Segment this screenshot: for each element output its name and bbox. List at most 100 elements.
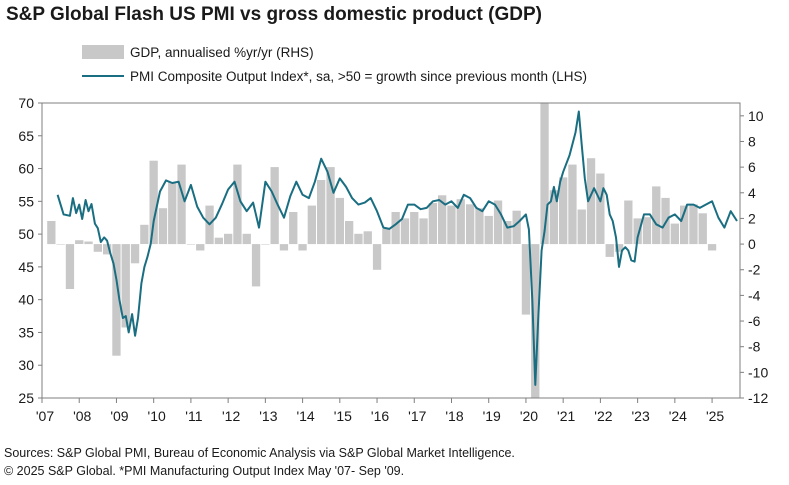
x-axis-tick-label: '19 [483, 408, 501, 424]
gdp-bar [596, 173, 605, 244]
chart-plot: 25 30 35 40 45 50 55 60 65 70 -12 -10 -8 -6 -4 -2 0 2 4 6 8 1… [18, 95, 768, 424]
left-axis-tick-label: 30 [18, 357, 34, 373]
right-axis-tick-label: -12 [748, 390, 768, 406]
right-axis-tick-label: 10 [748, 108, 764, 124]
gdp-bar [47, 221, 56, 245]
x-axis-tick-label: '20 [520, 408, 538, 424]
plot-frame [41, 102, 741, 399]
gdp-bar [168, 182, 177, 245]
gdp-bar [642, 217, 652, 245]
gdp-bar [84, 241, 93, 245]
x-axis-tick-label: '24 [669, 408, 687, 424]
gdp-bar [559, 177, 568, 245]
gdp-bar [307, 205, 316, 245]
right-axis-tick-label: 6 [748, 159, 756, 175]
gdp-bar [698, 213, 707, 245]
gdp-bar [289, 212, 298, 245]
x-axis-tick-label: '12 [222, 408, 240, 424]
x-axis-tick-label: '14 [296, 408, 314, 424]
gdp-bar [345, 221, 354, 245]
gdp-bar [56, 244, 65, 245]
gdp-bar [410, 212, 419, 245]
chart-title: S&P Global Flash US PMI vs gross domesti… [6, 4, 542, 25]
gdp-bar [633, 218, 642, 245]
gdp-bar [549, 190, 558, 245]
gdp-bar [586, 158, 596, 245]
legend-swatch-pmi [82, 75, 124, 77]
left-axis-tick-label: 40 [18, 292, 34, 308]
gdp-bar [186, 244, 196, 245]
x-axis-tick-label: '21 [557, 408, 575, 424]
gdp-bar [670, 223, 679, 245]
x-axis-tick-label: '16 [371, 408, 389, 424]
gdp-bar [242, 233, 251, 245]
legend-label-gdp: GDP, annualised %yr/yr (RHS) [130, 44, 314, 60]
gdp-bar [158, 208, 168, 245]
gdp-bar [568, 164, 577, 245]
gdp-bar [400, 218, 410, 245]
pmi-line [56, 110, 738, 386]
gdp-bar [121, 244, 130, 328]
gdp-bar [233, 164, 242, 245]
chart-legend: GDP, annualised %yr/yr (RHS) PMI Composi… [82, 40, 587, 88]
gdp-bar [391, 212, 400, 245]
legend-label-pmi: PMI Composite Output Index*, sa, >50 = g… [130, 68, 587, 84]
right-axis-tick-label: -10 [748, 364, 768, 380]
legend-item-gdp: GDP, annualised %yr/yr (RHS) [82, 40, 587, 64]
gdp-bar [214, 237, 223, 245]
left-axis-tick-label: 70 [18, 95, 34, 111]
gdp-bar [224, 233, 233, 245]
x-axis-tick-label: '10 [148, 408, 166, 424]
gdp-bar [680, 205, 689, 245]
x-axis-tick-label: '09 [110, 408, 128, 424]
gdp-bar [614, 244, 624, 252]
x-axis-tick-label: '17 [408, 408, 426, 424]
gdp-bar [531, 244, 540, 398]
gdp-bar [251, 244, 261, 287]
x-axis-tick-label: '23 [632, 408, 650, 424]
gdp-bar [382, 228, 391, 245]
gdp-bar [624, 200, 633, 245]
gdp-bar [605, 244, 614, 257]
gdp-bar [140, 224, 149, 244]
gdp-bar [326, 167, 335, 245]
right-axis-tick-label: 0 [748, 236, 756, 252]
legend-swatch-gdp [82, 45, 124, 59]
right-axis-tick-label: 4 [748, 185, 756, 201]
gdp-bar [65, 244, 75, 289]
gdp-bar [75, 240, 84, 244]
x-axis-tick-label: '15 [334, 408, 352, 424]
x-axis-tick-label: '11 [185, 408, 202, 424]
gdp-bar [484, 215, 493, 245]
gdp-bar [196, 244, 205, 251]
left-axis-tick-label: 60 [18, 161, 34, 177]
gdp-bar [363, 231, 372, 245]
left-axis-tick-label: 50 [18, 226, 34, 242]
gdp-bar [447, 205, 456, 245]
gdp-bar [652, 186, 661, 245]
legend-item-pmi: PMI Composite Output Index*, sa, >50 = g… [82, 64, 587, 88]
gdp-bar [707, 244, 717, 251]
right-axis-tick-label: -8 [748, 339, 761, 355]
gdp-bar [354, 233, 363, 245]
gdp-bar [130, 244, 140, 264]
gdp-bar [317, 180, 326, 245]
gdp-bar [503, 221, 512, 245]
gdp-bar [475, 208, 484, 245]
x-axis-tick-label: '07 [36, 408, 54, 424]
gdp-bar [428, 203, 437, 244]
gdp-bar [93, 244, 102, 252]
source-line-2: © 2025 S&P Global. *PMI Manufacturing Ou… [4, 464, 405, 478]
left-axis-tick-label: 55 [18, 193, 34, 209]
gdp-bar [372, 244, 382, 270]
right-axis-tick-label: 8 [748, 133, 756, 149]
left-axis-tick-label: 65 [18, 128, 34, 144]
left-axis-tick-label: 45 [18, 259, 34, 275]
x-axis-tick-label: '08 [73, 408, 91, 424]
gdp-bar [103, 244, 112, 255]
source-note: Sources: S&P Global PMI, Bureau of Econo… [4, 444, 515, 480]
left-axis-tick-label: 25 [18, 390, 34, 406]
x-axis-tick-label: '13 [259, 408, 277, 424]
x-axis-tick-label: '22 [594, 408, 612, 424]
right-axis-tick-label: -4 [748, 287, 761, 303]
